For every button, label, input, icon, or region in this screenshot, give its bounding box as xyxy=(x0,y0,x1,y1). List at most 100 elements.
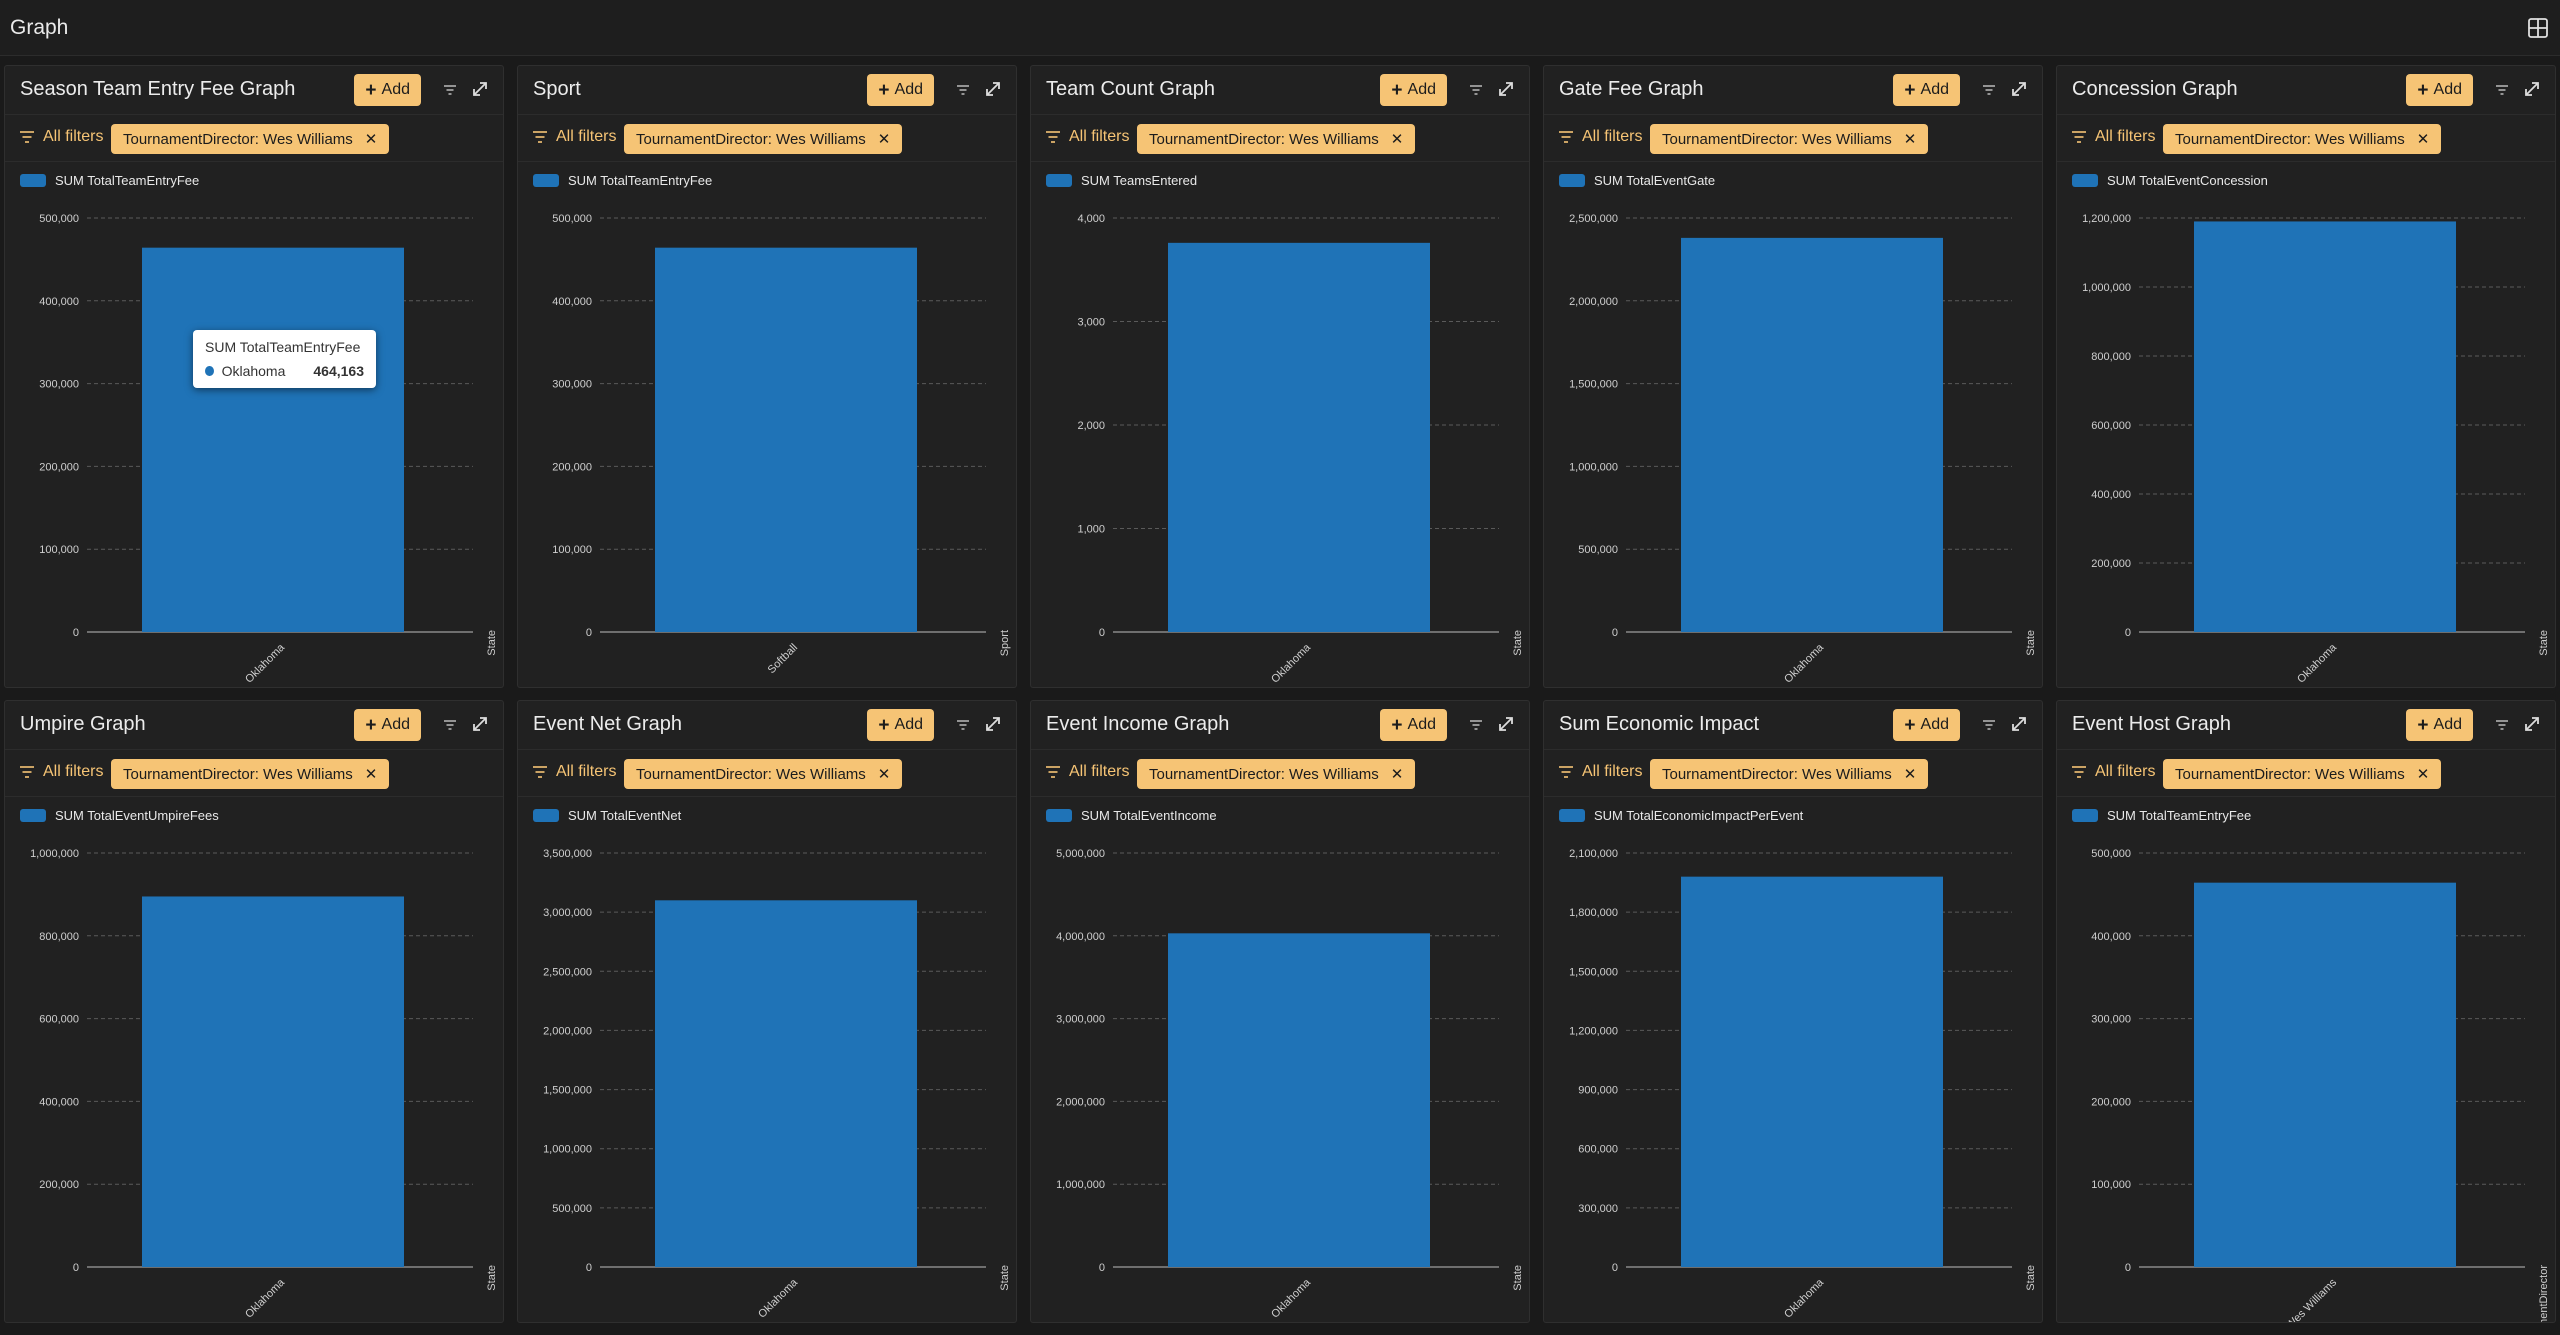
add-button[interactable]: + Add xyxy=(1380,709,1447,741)
all-filters-label: All filters xyxy=(43,128,104,145)
filter-icon[interactable] xyxy=(955,717,971,733)
all-filters-button[interactable]: All filters xyxy=(2071,763,2155,781)
expand-icon[interactable] xyxy=(2009,714,2029,734)
filter-chip[interactable]: TournamentDirector: Wes Williams ✕ xyxy=(1650,759,1929,789)
all-filters-button[interactable]: All filters xyxy=(19,763,103,781)
filter-chip[interactable]: TournamentDirector: Wes Williams ✕ xyxy=(2163,124,2442,154)
chart-bar[interactable] xyxy=(1168,242,1430,632)
add-button[interactable]: + Add xyxy=(2406,74,2473,106)
layout-grid-icon[interactable] xyxy=(2526,16,2550,40)
filter-icon[interactable] xyxy=(1981,717,1997,733)
chart-bar[interactable] xyxy=(142,247,404,632)
close-icon[interactable]: ✕ xyxy=(1903,766,1917,783)
y-tick-label: 400,000 xyxy=(39,1096,79,1108)
chart-legend[interactable]: SUM TotalEventConcession xyxy=(2072,173,2268,188)
chart-bar[interactable] xyxy=(1681,876,1943,1267)
chart-legend[interactable]: SUM TotalEventUmpireFees xyxy=(20,808,219,823)
expand-icon[interactable] xyxy=(1496,79,1516,99)
add-button[interactable]: + Add xyxy=(1893,709,1960,741)
chart-bar[interactable] xyxy=(655,247,917,632)
expand-icon[interactable] xyxy=(1496,714,1516,734)
filter-bar: All filters TournamentDirector: Wes Will… xyxy=(1544,114,2042,162)
chart-bar[interactable] xyxy=(2194,221,2456,632)
all-filters-button[interactable]: All filters xyxy=(1045,128,1129,146)
bar-chart: 0 200,000 400,000 600,000 800,000 1,000,000 Ok… xyxy=(30,848,498,1321)
chart-legend[interactable]: SUM TotalTeamEntryFee xyxy=(20,173,199,188)
series-dot-icon xyxy=(205,366,214,376)
add-button[interactable]: + Add xyxy=(354,74,421,106)
chart-bar[interactable] xyxy=(2194,882,2456,1267)
all-filters-label: All filters xyxy=(1582,128,1643,145)
chart-bar[interactable] xyxy=(1681,237,1943,632)
bar-chart: 0 300,000 600,000 900,000 1,200,000 1,500,000… xyxy=(1569,848,2037,1321)
expand-icon[interactable] xyxy=(983,714,1003,734)
filter-icon[interactable] xyxy=(1981,82,1997,98)
filter-chip[interactable]: TournamentDirector: Wes Williams ✕ xyxy=(1137,759,1416,789)
chart-bar[interactable] xyxy=(1168,933,1430,1267)
chart-legend[interactable]: SUM TotalEventIncome xyxy=(1046,808,1217,823)
expand-icon[interactable] xyxy=(470,79,490,99)
x-axis-title: State xyxy=(2025,630,2037,656)
filter-chip[interactable]: TournamentDirector: Wes Williams ✕ xyxy=(1137,124,1416,154)
filter-chip[interactable]: TournamentDirector: Wes Williams ✕ xyxy=(2163,759,2442,789)
add-button[interactable]: + Add xyxy=(1893,74,1960,106)
chart-legend[interactable]: SUM TotalEconomicImpactPerEvent xyxy=(1559,808,1803,823)
close-icon[interactable]: ✕ xyxy=(364,131,378,148)
add-button[interactable]: + Add xyxy=(2406,709,2473,741)
y-tick-label: 400,000 xyxy=(2091,931,2131,943)
filter-icon[interactable] xyxy=(1468,82,1484,98)
expand-icon[interactable] xyxy=(2522,714,2542,734)
all-filters-button[interactable]: All filters xyxy=(1045,763,1129,781)
filter-chip[interactable]: TournamentDirector: Wes Williams ✕ xyxy=(1650,124,1929,154)
chart-legend[interactable]: SUM TotalTeamEntryFee xyxy=(2072,808,2251,823)
y-tick-label: 500,000 xyxy=(2091,848,2131,860)
all-filters-label: All filters xyxy=(2095,128,2156,145)
expand-icon[interactable] xyxy=(2522,79,2542,99)
all-filters-button[interactable]: All filters xyxy=(1558,763,1642,781)
add-button[interactable]: + Add xyxy=(867,709,934,741)
close-icon[interactable]: ✕ xyxy=(1390,766,1404,783)
close-icon[interactable]: ✕ xyxy=(1390,131,1404,148)
expand-icon[interactable] xyxy=(983,79,1003,99)
filter-bar: All filters TournamentDirector: Wes Will… xyxy=(1031,114,1529,162)
chart-bar[interactable] xyxy=(142,896,404,1267)
close-icon[interactable]: ✕ xyxy=(877,766,891,783)
close-icon[interactable]: ✕ xyxy=(1903,131,1917,148)
y-tick-label: 0 xyxy=(1099,627,1105,639)
chart-legend[interactable]: SUM TotalTeamEntryFee xyxy=(533,173,712,188)
panel-header: Event Net Graph + Add xyxy=(518,701,1016,749)
close-icon[interactable]: ✕ xyxy=(2416,131,2430,148)
filter-icon[interactable] xyxy=(2494,717,2510,733)
expand-icon[interactable] xyxy=(470,714,490,734)
expand-icon[interactable] xyxy=(2009,79,2029,99)
filter-chip[interactable]: TournamentDirector: Wes Williams ✕ xyxy=(111,759,390,789)
chart-legend[interactable]: SUM TotalEventNet xyxy=(533,808,681,823)
all-filters-button[interactable]: All filters xyxy=(2071,128,2155,146)
top-bar: Graph xyxy=(0,0,2560,56)
chart-bar[interactable] xyxy=(655,900,917,1267)
close-icon[interactable]: ✕ xyxy=(2416,766,2430,783)
chart-legend[interactable]: SUM TeamsEntered xyxy=(1046,173,1197,188)
close-icon[interactable]: ✕ xyxy=(364,766,378,783)
close-icon[interactable]: ✕ xyxy=(877,131,891,148)
filter-icon[interactable] xyxy=(442,82,458,98)
filter-icon[interactable] xyxy=(955,82,971,98)
chart-legend[interactable]: SUM TotalEventGate xyxy=(1559,173,1715,188)
all-filters-button[interactable]: All filters xyxy=(1558,128,1642,146)
x-axis-title: TournamentDirector xyxy=(2538,1265,2550,1323)
filter-icon[interactable] xyxy=(1468,717,1484,733)
all-filters-button[interactable]: All filters xyxy=(532,763,616,781)
filter-icon[interactable] xyxy=(442,717,458,733)
add-button[interactable]: + Add xyxy=(867,74,934,106)
add-button[interactable]: + Add xyxy=(354,709,421,741)
filter-icon[interactable] xyxy=(2494,82,2510,98)
legend-swatch xyxy=(533,809,559,822)
panel-title: Team Count Graph xyxy=(1046,78,1215,100)
all-filters-button[interactable]: All filters xyxy=(19,128,103,146)
filter-chip-label: TournamentDirector: Wes Williams xyxy=(1662,130,1892,148)
filter-chip[interactable]: TournamentDirector: Wes Williams ✕ xyxy=(624,124,903,154)
filter-chip[interactable]: TournamentDirector: Wes Williams ✕ xyxy=(111,124,390,154)
filter-chip[interactable]: TournamentDirector: Wes Williams ✕ xyxy=(624,759,903,789)
add-button[interactable]: + Add xyxy=(1380,74,1447,106)
all-filters-button[interactable]: All filters xyxy=(532,128,616,146)
